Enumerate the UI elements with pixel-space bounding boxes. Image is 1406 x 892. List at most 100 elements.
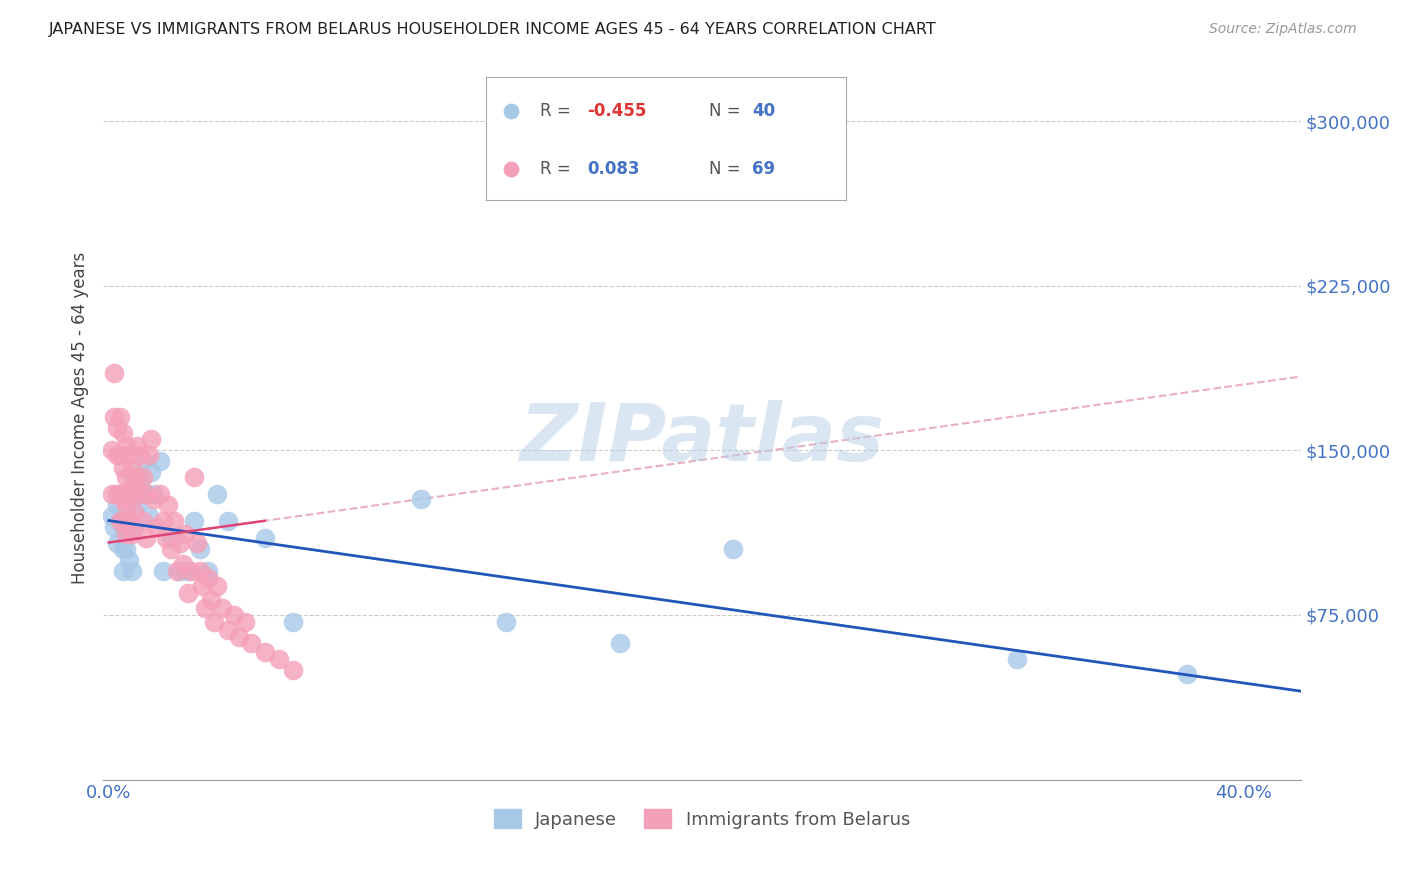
Point [197,571,219,585]
Point [183,469,205,483]
Point [172,558,194,572]
Point [132,514,155,528]
Point [253,645,276,659]
Point [121,564,143,578]
Text: Source: ZipAtlas.com: Source: ZipAtlas.com [1209,22,1357,37]
Point [132,469,155,483]
Point [105,498,128,512]
Point [166,564,188,578]
Point [127,439,149,453]
Point [155,531,177,545]
Point [169,535,191,549]
Point [132,454,155,468]
Point [211,601,233,615]
Point [108,487,131,501]
Point [177,564,200,578]
Point [118,514,141,528]
Point [609,636,631,650]
Point [114,469,136,483]
Point [105,448,128,462]
Point [108,514,131,528]
Point [169,564,191,578]
Point [111,425,134,440]
Point [121,461,143,475]
Text: ZIPatlas: ZIPatlas [519,401,884,478]
Point [233,615,256,629]
Point [111,520,134,534]
Point [721,542,744,557]
Point [129,487,152,501]
Point [127,469,149,483]
Point [217,514,239,528]
Point [108,514,131,528]
Point [149,454,172,468]
Point [283,615,305,629]
Point [152,514,174,528]
Point [163,514,186,528]
Point [138,509,160,524]
Point [135,531,157,545]
Point [409,491,432,506]
Point [111,514,134,528]
Point [114,526,136,541]
Point [135,487,157,501]
Point [105,535,128,549]
Point [111,542,134,557]
Point [1005,652,1028,666]
Point [222,607,245,622]
Point [100,487,122,501]
Point [180,564,202,578]
Point [188,564,211,578]
Point [1175,667,1198,681]
Point [105,487,128,501]
Point [114,520,136,534]
Point [121,487,143,501]
Point [283,663,305,677]
Point [202,615,225,629]
Point [217,624,239,638]
Point [194,601,217,615]
Point [141,465,163,479]
Point [253,531,276,545]
Point [495,615,517,629]
Point [174,526,197,541]
Point [111,564,134,578]
Point [160,531,183,545]
Point [124,505,146,519]
Point [129,476,152,491]
Point [205,487,228,501]
Point [197,564,219,578]
Point [114,498,136,512]
Point [183,514,205,528]
Point [138,448,160,462]
Point [152,564,174,578]
Point [114,542,136,557]
Point [143,487,166,501]
Point [111,491,134,506]
Point [108,448,131,462]
Point [105,421,128,435]
Point [135,487,157,501]
Point [118,448,141,462]
Point [121,487,143,501]
Point [157,498,180,512]
Point [146,520,169,534]
Point [205,579,228,593]
Legend: Japanese, Immigrants from Belarus: Japanese, Immigrants from Belarus [486,802,917,836]
Point [121,526,143,541]
Text: JAPANESE VS IMMIGRANTS FROM BELARUS HOUSEHOLDER INCOME AGES 45 - 64 YEARS CORREL: JAPANESE VS IMMIGRANTS FROM BELARUS HOUS… [49,22,936,37]
Point [118,514,141,528]
Y-axis label: Householder Income Ages 45 - 64 years: Householder Income Ages 45 - 64 years [72,252,89,583]
Point [141,433,163,447]
Point [191,579,214,593]
Point [200,592,222,607]
Point [103,410,125,425]
Point [127,498,149,512]
Point [177,586,200,600]
Point [103,520,125,534]
Point [108,410,131,425]
Point [267,652,290,666]
Point [111,461,134,475]
Point [118,483,141,497]
Point [228,630,250,644]
